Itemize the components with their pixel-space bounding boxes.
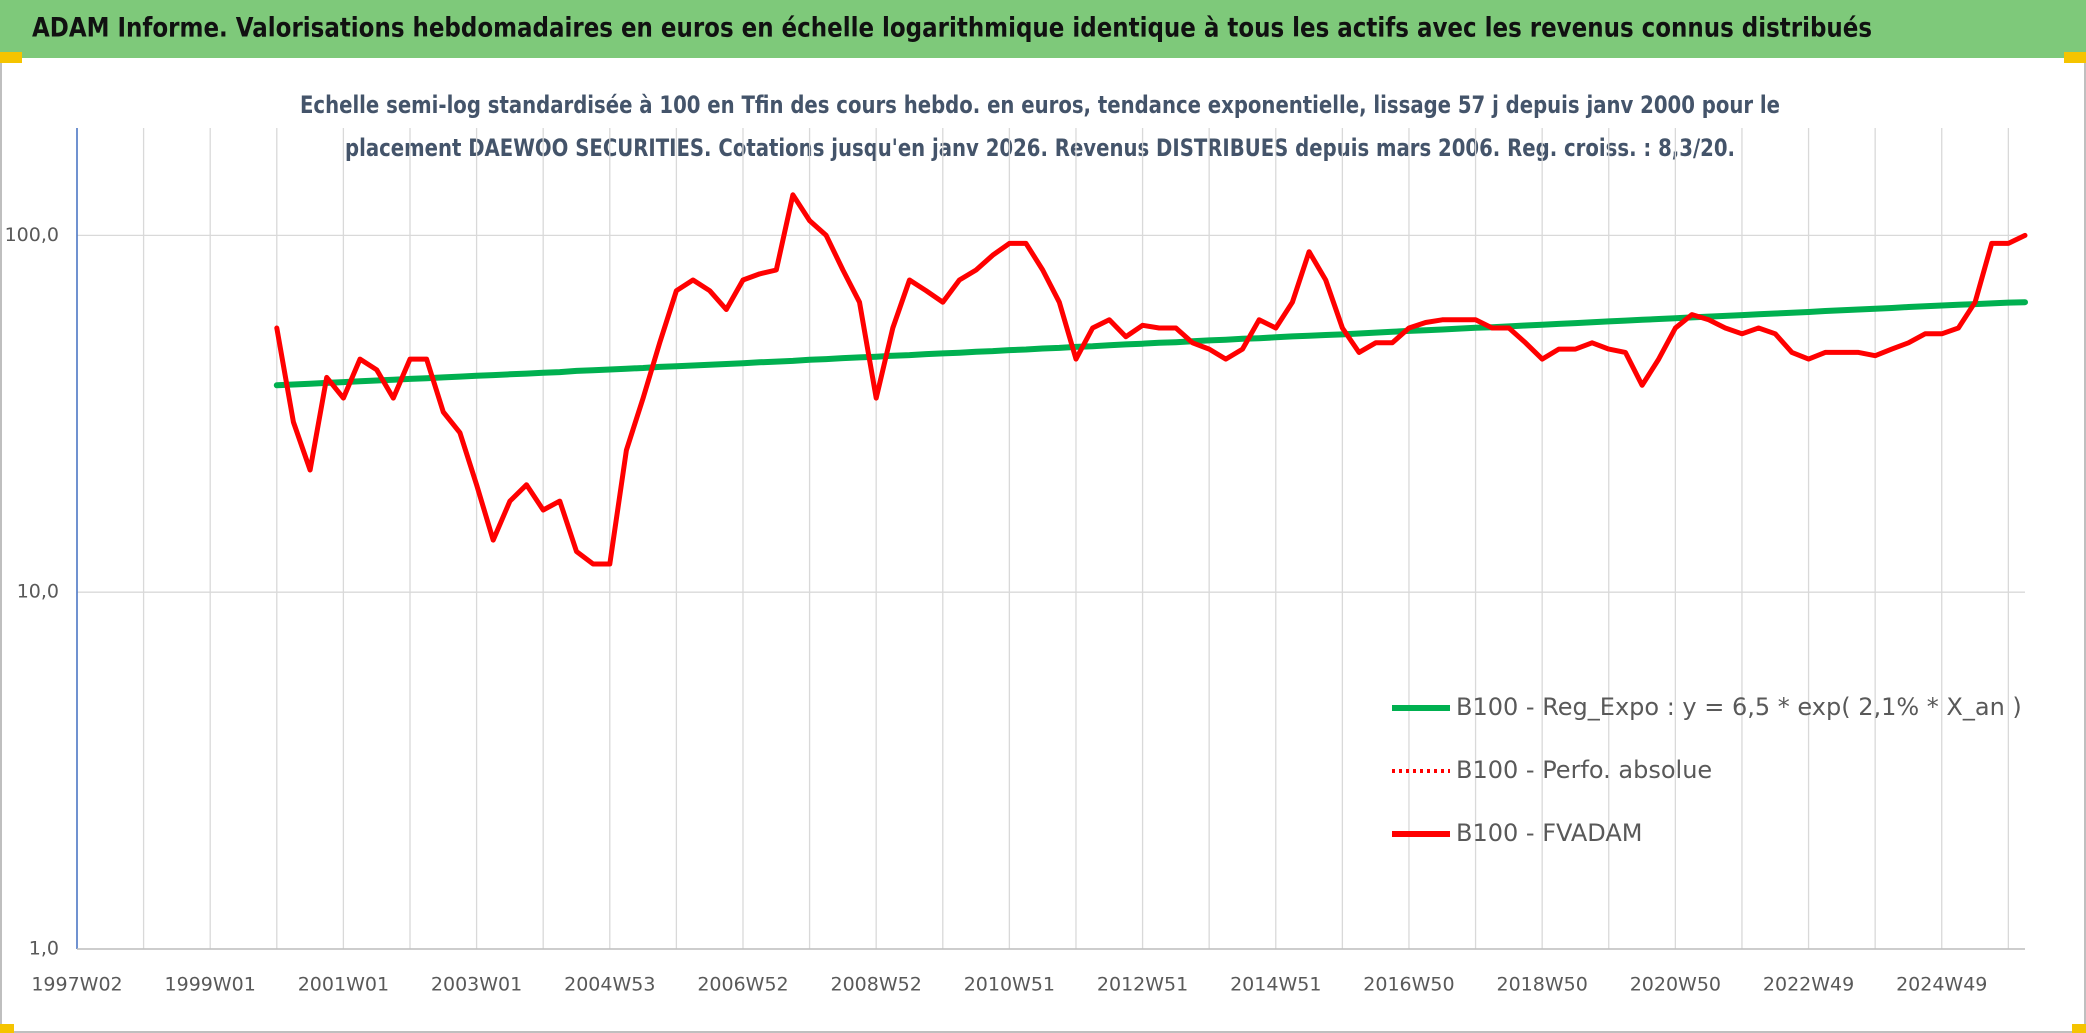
legend-label: B100 - Perfo. absolue (1456, 756, 1712, 784)
legend-label: B100 - FVADAM (1456, 819, 1642, 847)
corner-accent (0, 52, 22, 63)
corner-accent (0, 1024, 14, 1033)
x-tick-label: 2006W52 (697, 974, 788, 996)
corner-accent (2072, 1024, 2086, 1033)
chart-subtitle: Echelle semi-log standardisée à 100 en T… (300, 91, 1780, 119)
line-series (273, 299, 2028, 389)
chart-title: ADAM Informe. Valorisations hebdomadaire… (32, 13, 1872, 44)
plot-area: 1997W02 1999W01 2001W01 2003W01 2004W53 2006W… (5, 128, 2028, 996)
x-tick-label: 2003W01 (431, 974, 522, 996)
chart-subtitle: placement DAEWOO SECURITIES. Cotations j… (345, 134, 1735, 162)
x-tick-label: 2001W01 (298, 974, 389, 996)
y-tick-label: 10,0 (17, 581, 59, 603)
x-tick-label: 2020W50 (1630, 974, 1721, 996)
y-tick-label: 1,0 (29, 938, 59, 960)
x-tick-label: 1999W01 (165, 974, 256, 996)
x-tick-label: 2022W49 (1763, 974, 1854, 996)
x-tick-label: 1997W02 (31, 974, 122, 996)
x-tick-label: 2014W51 (1230, 974, 1321, 996)
x-tick-label: 2012W51 (1097, 974, 1188, 996)
x-tick-label: 2016W50 (1363, 974, 1454, 996)
legend-label: B100 - Reg_Expo : y = 6,5 * exp( 2,1% * … (1456, 693, 2022, 721)
x-tick-label: 2008W52 (831, 974, 922, 996)
header-band (0, 0, 2086, 58)
x-tick-label: 2024W49 (1896, 974, 1987, 996)
y-tick-label: 100,0 (5, 224, 59, 246)
x-tick-label: 2018W50 (1496, 974, 1587, 996)
line-series (274, 192, 2028, 567)
x-tick-label: 2010W51 (964, 974, 1055, 996)
corner-accent (2064, 52, 2086, 63)
x-tick-label: 2004W53 (564, 974, 655, 996)
